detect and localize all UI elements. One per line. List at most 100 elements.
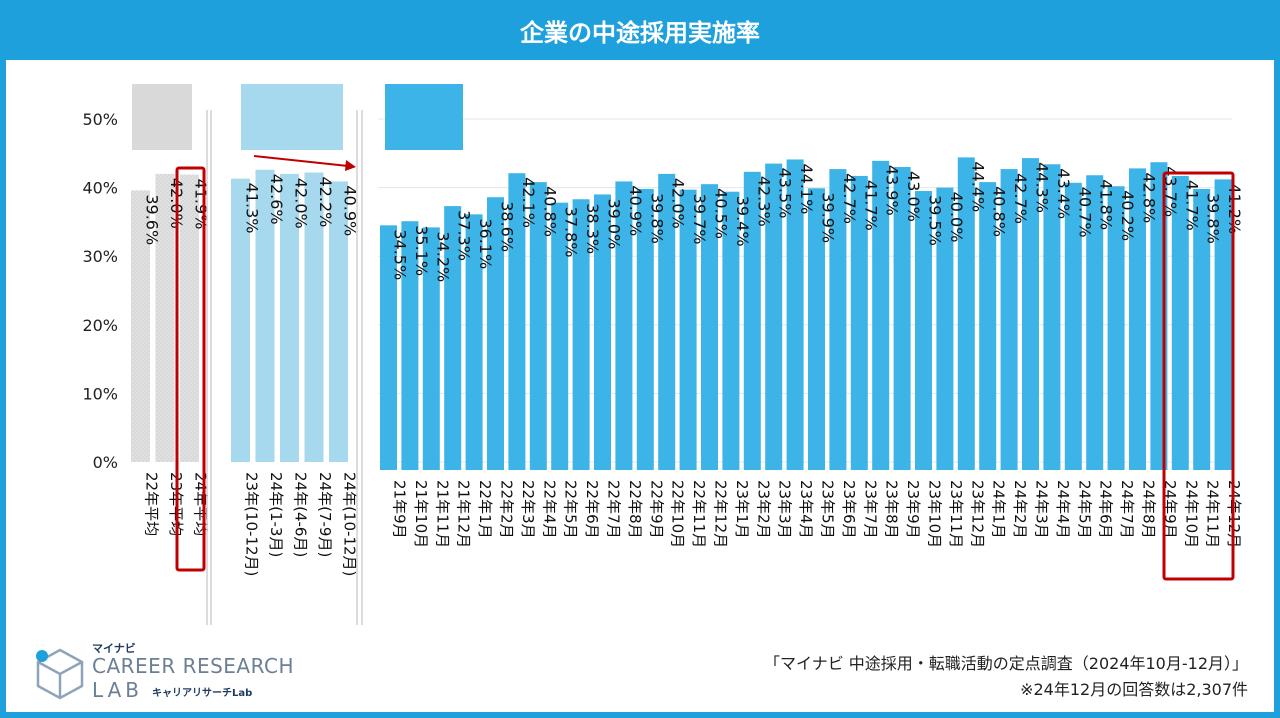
- x-category-label: 23年(10-12月): [243, 472, 261, 576]
- chart-title: 企業の中途採用実施率: [0, 0, 1280, 60]
- bar-value-label: 39.6%: [143, 194, 162, 245]
- bar: [957, 157, 975, 470]
- x-category-label: 23年3月: [776, 480, 794, 539]
- x-category-label: 24年5月: [1075, 480, 1093, 539]
- logo-lab-text: LAB: [92, 678, 144, 702]
- bar: [1129, 168, 1146, 470]
- bar-value-label: 41.2%: [1225, 183, 1244, 234]
- bar: [1043, 164, 1061, 470]
- bar-value-label: 42.3%: [754, 176, 773, 227]
- bar: [850, 175, 868, 471]
- bar: [915, 191, 932, 470]
- trend-arrow: [253, 155, 349, 167]
- bar: [829, 169, 847, 470]
- bar: [131, 190, 150, 462]
- bar-value-label: 43.7%: [1161, 166, 1180, 217]
- x-category-label: 24年(4-6月): [292, 472, 310, 557]
- x-category-label: 22年6月: [583, 480, 601, 539]
- bar-value-label: 43.4%: [1054, 168, 1073, 219]
- x-category-label: 23年8月: [883, 480, 901, 539]
- x-category-label: 24年2月: [1011, 480, 1029, 539]
- group-header-box: [385, 84, 463, 150]
- bar: [1107, 186, 1125, 470]
- x-category-label: 22年7月: [605, 480, 623, 539]
- x-category-label: 22年5月: [562, 480, 580, 539]
- bar-value-label: 42.7%: [1011, 173, 1030, 224]
- bar-value-label: 40.9%: [626, 185, 645, 236]
- bar-value-label: 38.6%: [498, 201, 517, 252]
- x-category-label: 22年9月: [647, 480, 665, 539]
- bar: [786, 159, 804, 470]
- bar: [572, 199, 590, 470]
- bar-value-label: 40.8%: [540, 186, 559, 237]
- bar-value-label: 42.7%: [840, 173, 859, 224]
- bar-value-label: 35.1%: [412, 225, 431, 276]
- y-tick-label: 30%: [82, 247, 118, 266]
- bar-value-label: 44.1%: [797, 163, 816, 214]
- bar: [979, 182, 997, 470]
- y-tick-label: 50%: [82, 110, 118, 129]
- x-category-label: 22年2月: [498, 480, 516, 539]
- group-header-box: [132, 84, 192, 150]
- bar: [1022, 158, 1039, 471]
- bar-value-label: 37.3%: [455, 210, 474, 261]
- bar: [722, 191, 740, 470]
- bar-value-label: 42.1%: [519, 177, 538, 228]
- x-category-label: 22年平均: [143, 472, 161, 536]
- x-category-label: 21年9月: [391, 480, 409, 539]
- x-category-label: 21年10月: [412, 480, 430, 548]
- bar-value-label: 40.5%: [712, 188, 731, 239]
- bar: [180, 174, 199, 463]
- bar-value-label: 39.7%: [690, 194, 709, 245]
- x-category-label: 22年8月: [626, 480, 644, 539]
- bar-value-label: 39.4%: [733, 196, 752, 247]
- x-category-label: 21年12月: [455, 480, 473, 548]
- bar: [893, 167, 911, 470]
- bar: [401, 221, 419, 470]
- bar-value-label: 36.1%: [476, 218, 495, 269]
- bar-chart: 0%10%20%30%40%50%年間平均39.6%22年平均42.0%23年平…: [82, 84, 1244, 625]
- bar: [422, 227, 440, 470]
- bar-value-label: 42.8%: [1140, 172, 1159, 223]
- bar: [529, 182, 547, 470]
- bar-value-label: 44.4%: [968, 161, 987, 212]
- bar: [765, 163, 783, 470]
- bar: [304, 172, 324, 462]
- y-tick-label: 40%: [82, 179, 118, 198]
- x-category-label: 24年8月: [1140, 480, 1158, 539]
- bar: [380, 225, 397, 470]
- highlight-box-annual: [175, 166, 206, 572]
- bar-value-label: 43.0%: [904, 171, 923, 222]
- bar-value-label: 42.0%: [292, 178, 311, 229]
- bar: [444, 206, 462, 470]
- bar: [1086, 175, 1104, 470]
- bar: [743, 171, 761, 470]
- bar: [255, 169, 275, 463]
- bar: [1214, 179, 1232, 471]
- x-category-label: 24年(1-3月): [267, 472, 285, 557]
- bar: [679, 189, 697, 470]
- y-tick-label: 0%: [93, 453, 118, 472]
- bar: [1064, 182, 1082, 470]
- bar-value-label: 34.5%: [391, 229, 410, 280]
- x-category-label: 24年10月: [1182, 480, 1200, 548]
- bar-value-label: 42.6%: [267, 174, 286, 225]
- cube-logo-icon: [36, 648, 84, 700]
- bar-value-label: 43.5%: [776, 168, 795, 219]
- bar-value-label: 39.5%: [926, 195, 945, 246]
- bar-value-label: 40.8%: [990, 186, 1009, 237]
- bar: [487, 197, 504, 471]
- bar: [508, 173, 526, 470]
- y-tick-label: 10%: [82, 384, 118, 403]
- logo-sub-text: キャリアリサーチLab: [152, 688, 253, 699]
- x-category-label: 23年1月: [733, 480, 751, 539]
- bar-value-label: 39.8%: [1204, 193, 1223, 244]
- bar-value-label: 37.8%: [562, 207, 581, 258]
- bar-value-label: 43.9%: [883, 165, 902, 216]
- x-category-label: 21年11月: [433, 480, 451, 548]
- x-category-label: 24年4月: [1054, 480, 1072, 539]
- bar: [872, 160, 890, 470]
- x-category-label: 24年6月: [1097, 480, 1115, 539]
- x-category-label: 22年1月: [476, 480, 494, 539]
- y-tick-label: 20%: [82, 316, 118, 335]
